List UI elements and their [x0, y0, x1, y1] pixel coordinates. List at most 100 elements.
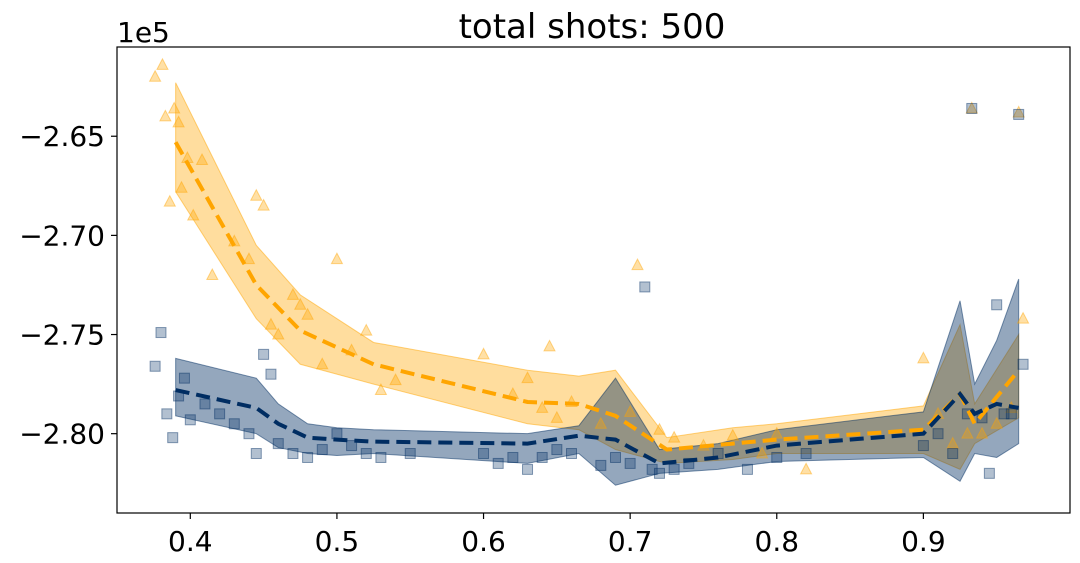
- point-navy: [331, 428, 343, 440]
- point-navy: [228, 418, 240, 430]
- point-navy: [375, 451, 387, 463]
- point-navy: [998, 408, 1010, 420]
- point-orange: [330, 252, 344, 265]
- point-orange: [389, 373, 402, 386]
- x-axis: 0.4 0.5 0.6 0.7 0.8 0.9: [168, 513, 946, 558]
- point-navy: [302, 451, 314, 463]
- point-orange: [257, 198, 270, 211]
- point-navy: [199, 398, 211, 410]
- point-orange: [167, 101, 181, 114]
- point-orange: [249, 188, 263, 201]
- point-navy: [360, 448, 372, 460]
- point-orange: [195, 152, 209, 166]
- point-orange: [1012, 105, 1026, 118]
- x-tick-label: 0.5: [315, 525, 360, 558]
- series-lines: [173, 141, 1021, 466]
- point-navy: [983, 467, 995, 479]
- point-navy: [287, 448, 299, 460]
- point-navy: [536, 451, 548, 463]
- point-navy: [346, 440, 358, 452]
- point-navy: [507, 451, 519, 463]
- point-orange: [374, 382, 388, 396]
- point-navy: [653, 467, 665, 479]
- point-orange: [159, 109, 172, 122]
- point-navy: [566, 448, 578, 460]
- x-tick-label: 0.9: [901, 525, 946, 558]
- point-orange: [359, 323, 373, 336]
- y-tick-label: −2.80: [19, 418, 105, 451]
- point-orange: [315, 357, 329, 370]
- scatter-points: [148, 57, 1030, 479]
- point-navy: [478, 448, 490, 460]
- point-navy: [947, 448, 959, 460]
- point-navy: [1005, 408, 1017, 420]
- x-tick-label: 0.4: [168, 525, 213, 558]
- point-navy: [243, 428, 255, 440]
- point-navy: [1017, 358, 1029, 370]
- point-orange: [961, 426, 974, 439]
- y-tick-label: −2.65: [19, 120, 105, 153]
- point-orange: [205, 267, 219, 281]
- point-orange: [543, 339, 556, 352]
- point-orange: [975, 426, 989, 439]
- point-navy: [1013, 108, 1025, 120]
- point-navy: [639, 281, 651, 293]
- point-orange: [264, 317, 278, 330]
- point-navy: [250, 448, 262, 460]
- y-offset-label: 1e5: [117, 16, 170, 49]
- point-orange: [623, 404, 637, 417]
- point-navy: [624, 457, 636, 469]
- point-orange: [755, 446, 769, 459]
- x-tick-label: 0.6: [461, 525, 506, 558]
- x-tick-label: 0.8: [755, 525, 800, 558]
- series-line-navy: [175, 388, 1020, 466]
- point-navy: [155, 327, 167, 339]
- point-navy: [272, 438, 284, 450]
- point-navy: [258, 348, 270, 360]
- point-navy: [522, 463, 534, 475]
- point-navy: [161, 408, 173, 420]
- point-navy: [214, 408, 226, 420]
- x-tick-label: 0.7: [608, 525, 653, 558]
- point-orange: [286, 287, 300, 300]
- point-orange: [186, 208, 200, 221]
- plot-frame: [116, 46, 1071, 514]
- point-orange: [917, 351, 930, 364]
- point-orange: [550, 410, 564, 423]
- point-orange: [271, 327, 285, 340]
- point-orange: [594, 416, 608, 429]
- point-navy: [932, 428, 944, 440]
- point-orange: [163, 194, 177, 207]
- point-orange: [653, 422, 666, 435]
- point-orange: [293, 297, 307, 310]
- point-navy: [668, 463, 680, 475]
- point-orange: [156, 57, 169, 70]
- point-orange: [477, 347, 490, 360]
- confidence-bands: [175, 82, 1020, 486]
- point-navy: [178, 372, 190, 384]
- point-orange: [667, 430, 681, 443]
- point-navy: [646, 463, 658, 475]
- point-navy: [771, 451, 783, 463]
- point-navy: [167, 432, 179, 444]
- point-navy: [404, 448, 416, 460]
- point-navy: [609, 451, 621, 463]
- point-navy: [316, 444, 328, 456]
- point-orange: [726, 428, 740, 441]
- point-orange: [148, 69, 162, 82]
- point-navy: [184, 414, 196, 426]
- point-navy: [966, 102, 978, 114]
- chart-title: total shots: 500: [459, 7, 726, 47]
- point-navy: [683, 457, 695, 469]
- y-axis: −2.65 −2.70 −2.75 −2.80: [19, 120, 117, 451]
- point-navy: [492, 457, 504, 469]
- point-orange: [521, 371, 534, 384]
- point-navy: [595, 459, 607, 471]
- point-orange: [242, 252, 256, 265]
- point-orange: [175, 180, 188, 193]
- point-orange: [946, 436, 960, 449]
- point-navy: [991, 299, 1003, 311]
- point-orange: [990, 416, 1004, 429]
- point-orange: [301, 307, 314, 320]
